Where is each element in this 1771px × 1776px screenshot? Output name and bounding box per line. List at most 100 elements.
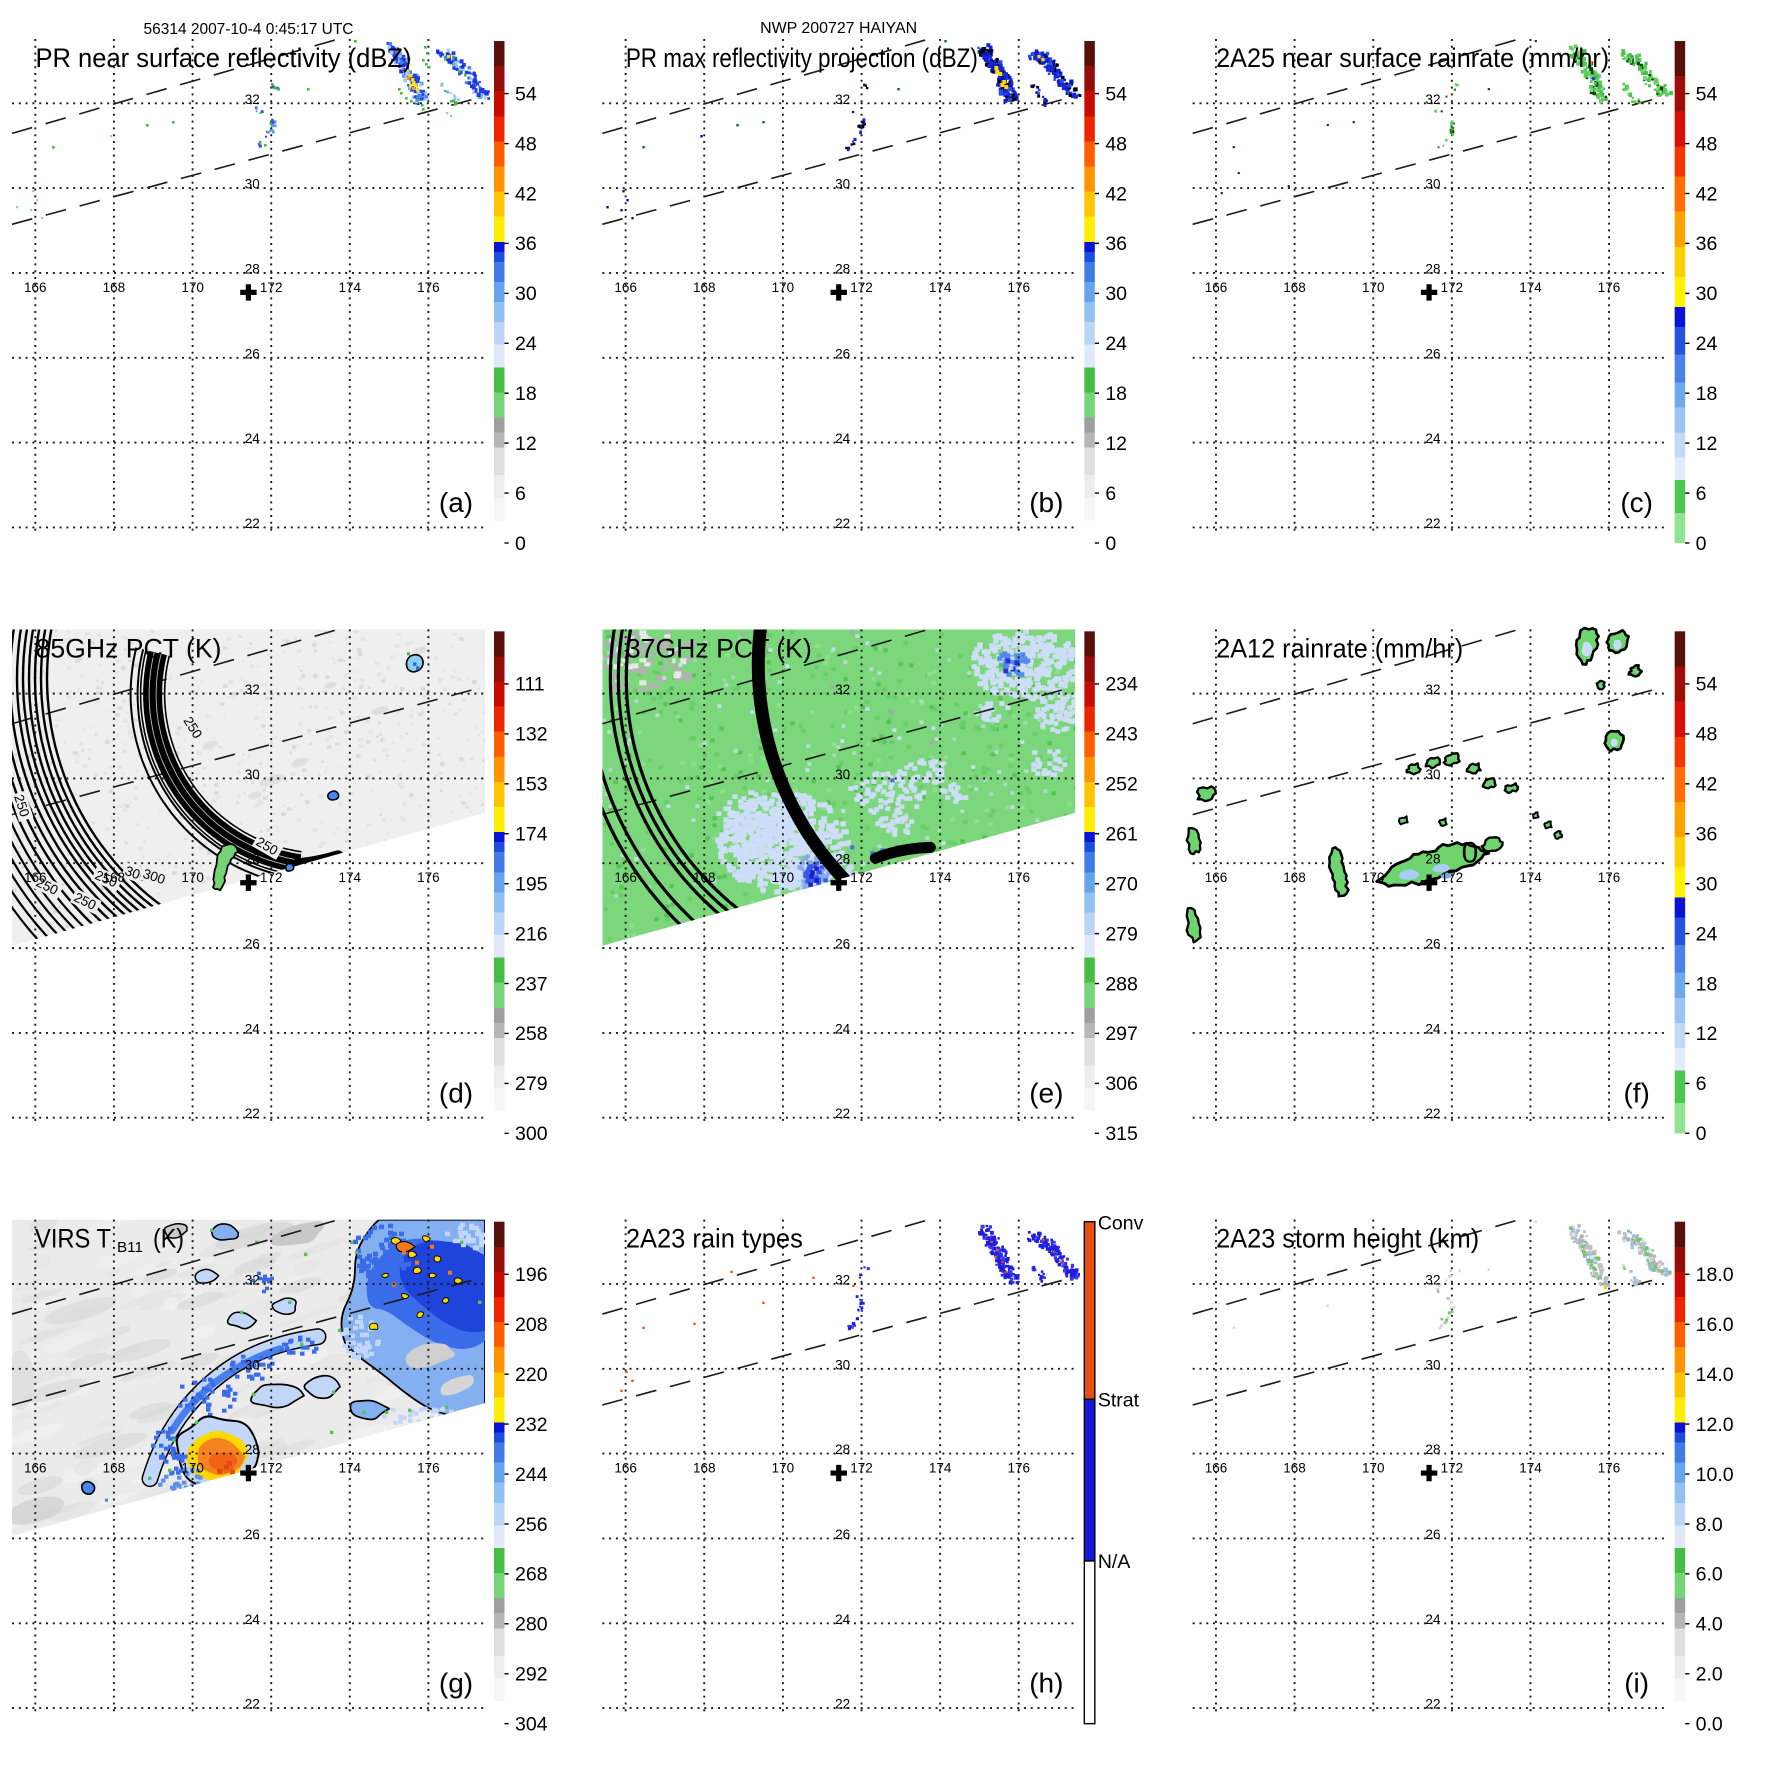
svg-text:26: 26: [1425, 937, 1440, 952]
svg-text:306: 306: [1105, 1073, 1138, 1095]
svg-text:174: 174: [515, 824, 548, 846]
svg-text:174: 174: [929, 1460, 952, 1475]
svg-text:279: 279: [1105, 923, 1138, 945]
svg-text:170: 170: [1362, 870, 1385, 885]
svg-text:36: 36: [1105, 233, 1127, 255]
svg-text:30: 30: [245, 1357, 260, 1372]
svg-text:22: 22: [835, 1106, 850, 1121]
svg-text:24: 24: [1425, 431, 1441, 446]
svg-text:172: 172: [1441, 870, 1464, 885]
svg-text:0: 0: [1696, 1123, 1707, 1145]
svg-text:32: 32: [245, 682, 260, 697]
svg-text:54: 54: [1696, 83, 1718, 105]
svg-text:174: 174: [339, 1460, 362, 1475]
svg-text:172: 172: [850, 280, 873, 295]
svg-text:30: 30: [245, 177, 260, 192]
svg-text:168: 168: [103, 280, 126, 295]
svg-text:174: 174: [1519, 280, 1542, 295]
svg-text:174: 174: [1519, 870, 1542, 885]
svg-text:54: 54: [515, 83, 537, 105]
svg-text:(a): (a): [439, 487, 473, 518]
svg-text:2A23 rain types: 2A23 rain types: [626, 1224, 803, 1254]
svg-text:174: 174: [339, 280, 362, 295]
svg-text:B11: B11: [117, 1239, 143, 1256]
svg-text:32: 32: [245, 1272, 260, 1287]
svg-text:32: 32: [835, 682, 850, 697]
svg-text:292: 292: [515, 1664, 548, 1686]
svg-text:168: 168: [693, 280, 716, 295]
svg-text:0: 0: [1462, 836, 1479, 869]
svg-text:42: 42: [1696, 183, 1718, 205]
svg-text:42: 42: [515, 183, 537, 205]
svg-text:252: 252: [1105, 774, 1138, 796]
svg-text:170: 170: [181, 280, 204, 295]
svg-text:30: 30: [835, 767, 850, 782]
svg-text:24: 24: [1425, 1021, 1441, 1036]
svg-text:30: 30: [1425, 177, 1440, 192]
svg-text:PR near surface reflectivity (: PR near surface reflectivity (dBZ): [36, 43, 412, 73]
svg-text:54: 54: [1696, 674, 1718, 696]
svg-text:26: 26: [835, 1527, 850, 1542]
svg-text:24: 24: [245, 1612, 261, 1627]
svg-text:168: 168: [693, 870, 716, 885]
svg-text:37GHz PCT (K): 37GHz PCT (K): [626, 633, 812, 663]
svg-text:36: 36: [1696, 233, 1718, 255]
svg-text:22: 22: [245, 1106, 260, 1121]
svg-text:243: 243: [1105, 724, 1138, 746]
svg-text:2A25 near surface rainrate (mm: 2A25 near surface rainrate (mm/hr): [1216, 43, 1609, 73]
svg-text:48: 48: [1696, 724, 1718, 746]
svg-text:22: 22: [835, 1697, 850, 1712]
svg-text:166: 166: [24, 1460, 47, 1475]
svg-text:6: 6: [1696, 483, 1707, 505]
svg-text:(c): (c): [1620, 487, 1653, 518]
svg-text:48: 48: [1105, 133, 1127, 155]
svg-text:168: 168: [103, 870, 126, 885]
svg-text:172: 172: [260, 280, 283, 295]
svg-text:30: 30: [1696, 874, 1718, 896]
svg-text:32: 32: [245, 92, 260, 107]
svg-text:261: 261: [1105, 824, 1138, 846]
svg-text:153: 153: [515, 774, 548, 796]
svg-text:30: 30: [835, 177, 850, 192]
svg-text:176: 176: [1007, 1460, 1030, 1475]
svg-text:166: 166: [1205, 280, 1228, 295]
svg-text:32: 32: [1425, 682, 1440, 697]
svg-text:28: 28: [835, 852, 850, 867]
svg-text:0: 0: [515, 533, 526, 555]
svg-text:48: 48: [515, 133, 537, 155]
svg-text:42: 42: [1105, 183, 1127, 205]
svg-text:168: 168: [103, 1460, 126, 1475]
svg-text:28: 28: [835, 1442, 850, 1457]
svg-text:PR max reflectivity projection: PR max reflectivity projection (dBZ): [626, 43, 978, 73]
svg-text:18: 18: [1105, 383, 1127, 405]
svg-text:36: 36: [1696, 824, 1718, 846]
svg-text:195: 195: [515, 874, 548, 896]
svg-text:24: 24: [1696, 923, 1718, 945]
svg-text:Conv: Conv: [1098, 1213, 1144, 1235]
svg-text:170: 170: [1362, 280, 1385, 295]
svg-text:30: 30: [1425, 767, 1440, 782]
svg-text:24: 24: [245, 431, 261, 446]
svg-text:VIRS T: VIRS T: [35, 1224, 111, 1254]
svg-text:244: 244: [515, 1464, 548, 1486]
svg-text:176: 176: [1007, 280, 1030, 295]
svg-text:56314 2007-10-4 0:45:17 UTC: 56314 2007-10-4 0:45:17 UTC: [144, 21, 354, 38]
svg-text:32: 32: [835, 1272, 850, 1287]
svg-text:297: 297: [1105, 1023, 1138, 1045]
svg-text:168: 168: [693, 1460, 716, 1475]
svg-text:30: 30: [835, 1357, 850, 1372]
svg-text:174: 174: [929, 280, 952, 295]
svg-text:24: 24: [835, 431, 851, 446]
svg-text:166: 166: [24, 280, 47, 295]
svg-text:28: 28: [1425, 261, 1440, 276]
svg-text:28: 28: [245, 852, 260, 867]
svg-text:24: 24: [1696, 333, 1718, 355]
svg-text:176: 176: [417, 1460, 440, 1475]
svg-text:304: 304: [515, 1713, 548, 1735]
svg-text:18: 18: [515, 383, 537, 405]
svg-text:176: 176: [417, 870, 440, 885]
svg-text:24: 24: [245, 1021, 261, 1036]
svg-text:172: 172: [1441, 280, 1464, 295]
svg-text:N/A: N/A: [1098, 1551, 1131, 1573]
svg-text:28: 28: [835, 261, 850, 276]
